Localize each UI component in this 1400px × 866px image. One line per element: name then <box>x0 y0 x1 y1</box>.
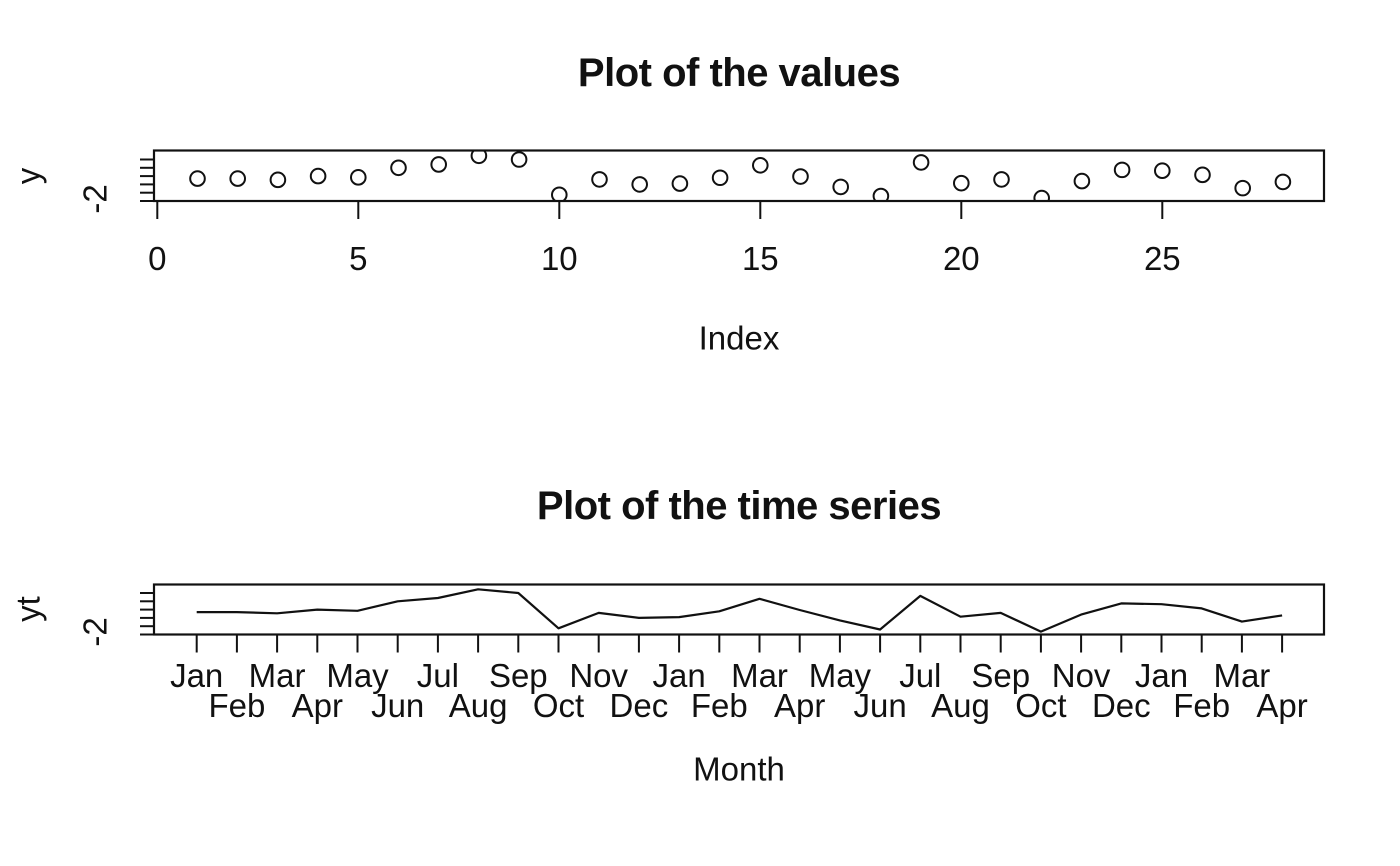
data-point <box>189 170 206 187</box>
plot2-yaxis-title: yt <box>9 596 47 622</box>
plot1-x-tick-label: 25 <box>1144 240 1181 277</box>
plot2-x-tick-label: Feb <box>208 687 265 724</box>
data-point <box>430 156 448 173</box>
plot2-x-tick-label: May <box>326 657 389 694</box>
plot1-title: Plot of the values <box>577 51 901 95</box>
data-point <box>1194 166 1211 184</box>
data-point <box>711 169 729 187</box>
data-point <box>993 171 1010 188</box>
data-point <box>1234 179 1251 197</box>
data-point <box>1154 162 1171 180</box>
plot2-x-tick-label: Jun <box>853 687 906 724</box>
plot2-x-tick-label: Mar <box>1213 657 1270 694</box>
data-point <box>671 175 689 192</box>
plot2-x-tick-label: Mar <box>731 657 788 694</box>
data-point <box>953 174 970 192</box>
data-point <box>591 171 608 188</box>
plot1-x-tick-label: 5 <box>349 240 367 277</box>
plot1-xaxis-title: Index <box>698 319 780 357</box>
plot2-x-tick-label: Jun <box>371 687 424 724</box>
data-point <box>309 167 327 185</box>
plot2-ytick-label: -2 <box>76 617 114 647</box>
data-point <box>1274 173 1292 191</box>
plot2-x-tick-label: Dec <box>1092 687 1151 724</box>
plot1-x-tick-label: 10 <box>541 240 578 277</box>
data-point <box>912 154 930 171</box>
plot1-x-tick-label: 15 <box>742 240 779 277</box>
data-point <box>832 178 850 196</box>
data-point <box>792 168 809 185</box>
plot2-x-tick-label: Jan <box>1135 657 1188 694</box>
plot1-x-tick-label: 0 <box>148 240 166 277</box>
plot2-x-tick-label: Jan <box>170 657 223 694</box>
data-point <box>269 171 287 189</box>
plot1-x-tick-label: 20 <box>943 240 980 277</box>
plot2-x-tick-label: May <box>809 657 872 694</box>
data-point <box>631 176 649 193</box>
data-point <box>510 151 528 168</box>
plot2-title: Plot of the time series <box>536 484 942 528</box>
plot2-x-tick-label: Sep <box>971 657 1030 694</box>
plot1-box <box>152 149 1326 203</box>
plot2-x-tick-label: Aug <box>931 687 990 724</box>
data-point <box>872 187 890 202</box>
plot2-x-tick-label: Jul <box>417 657 459 694</box>
plot2-xaxis-title: Month <box>693 750 785 788</box>
plot2-x-tick-label: Feb <box>1173 687 1230 724</box>
plot2-x-tick-label: Mar <box>249 657 306 694</box>
plot1-yaxis-title: y <box>9 167 47 185</box>
plot2-x-tick-label: Oct <box>533 687 584 724</box>
plot2-x-tick-label: Jan <box>652 657 705 694</box>
plot2-x-tick-label: Nov <box>569 657 628 694</box>
plot1-ytick-label: -2 <box>76 184 114 214</box>
time-series-line <box>196 588 1283 633</box>
data-point <box>470 149 488 165</box>
plot2-x-tick-label: Sep <box>489 657 548 694</box>
data-point <box>1073 172 1091 190</box>
plot2-x-tick-label: Jul <box>899 657 941 694</box>
plot2-x-tick-label: Oct <box>1015 687 1066 724</box>
plot2-x-tick-label: Apr <box>774 687 825 724</box>
data-point <box>1033 189 1050 202</box>
plot2-x-tick-label: Feb <box>691 687 748 724</box>
plot2-x-tick-label: Nov <box>1052 657 1111 694</box>
data-point <box>390 159 407 177</box>
data-point <box>1113 161 1131 179</box>
plot2-x-tick-label: Apr <box>1256 687 1307 724</box>
data-point <box>229 170 246 187</box>
plot2-x-tick-label: Aug <box>449 687 508 724</box>
plot1-points <box>189 149 1292 202</box>
plot2-x-tick-label: Dec <box>610 687 669 724</box>
plot2-x-tick-label: Apr <box>292 687 343 724</box>
data-point <box>752 157 769 174</box>
data-point <box>350 169 367 186</box>
data-point <box>551 186 568 202</box>
